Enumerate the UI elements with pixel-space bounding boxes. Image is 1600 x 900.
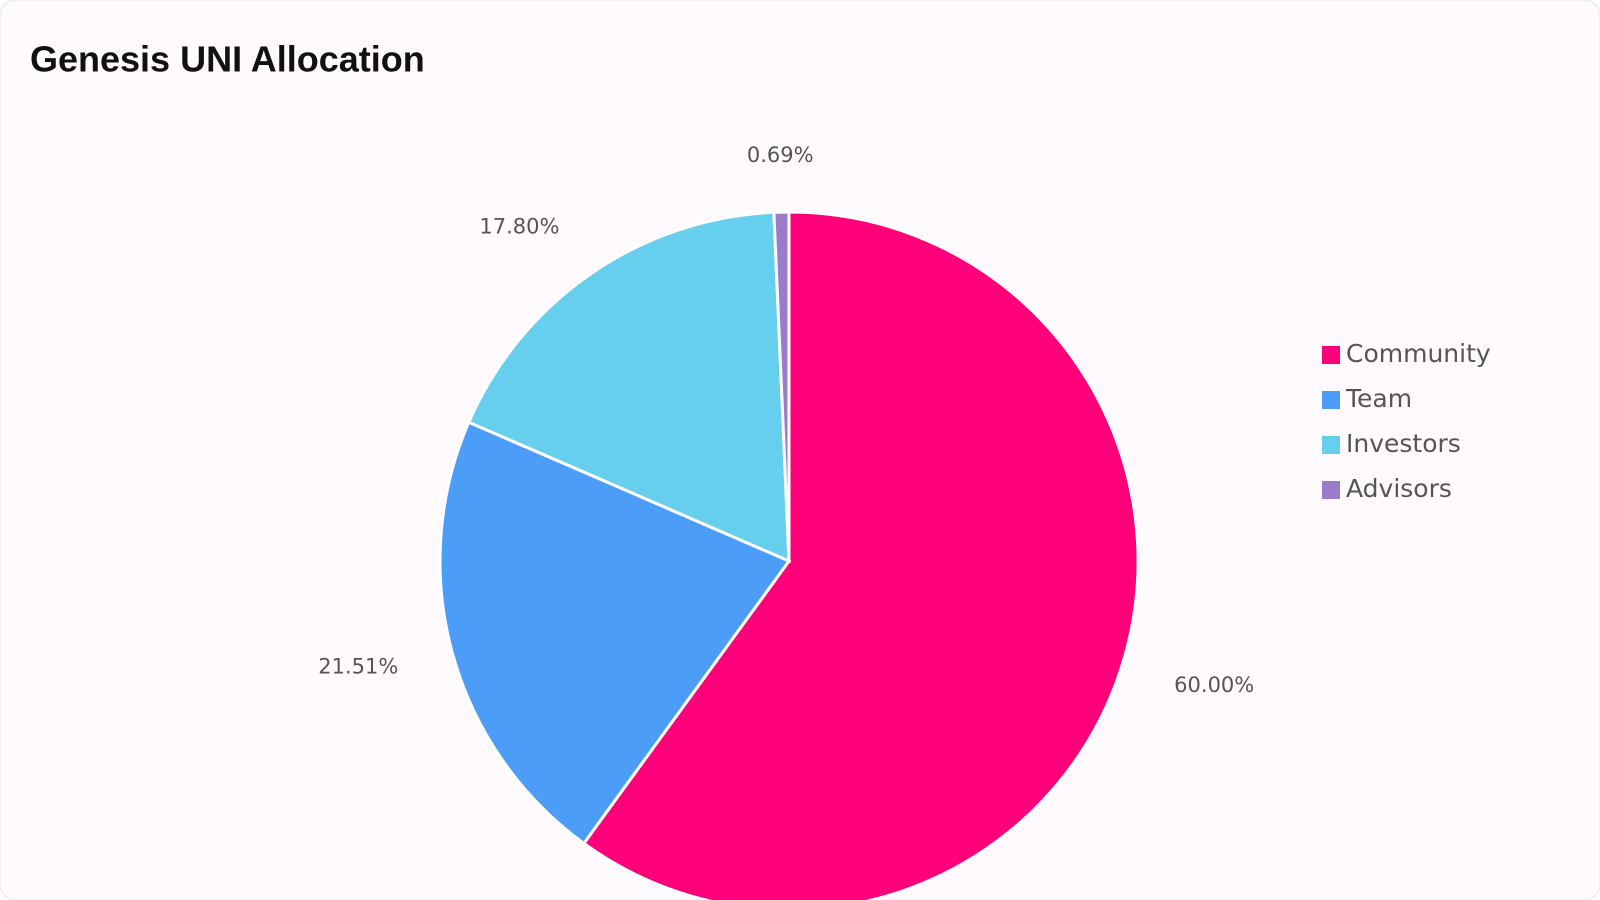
legend-swatch <box>1322 391 1340 409</box>
pie-slice <box>466 210 791 564</box>
value-label: 21.51% <box>318 655 398 679</box>
legend-swatch <box>1322 436 1340 454</box>
pie-slice <box>772 210 791 562</box>
value-label: 60.00% <box>1174 673 1254 697</box>
legend-label: Advisors <box>1346 474 1452 503</box>
legend-swatch <box>1322 481 1340 499</box>
value-label: 17.80% <box>479 214 559 238</box>
value-label: 0.69% <box>747 143 814 167</box>
chart-title: Genesis UNI Allocation <box>30 39 425 80</box>
pie-slice <box>581 210 1140 900</box>
legend-label: Community <box>1346 339 1491 368</box>
legend-label: Team <box>1345 384 1412 413</box>
pie-slice <box>438 420 792 846</box>
legend-swatch <box>1322 346 1340 364</box>
legend-label: Investors <box>1346 429 1461 458</box>
